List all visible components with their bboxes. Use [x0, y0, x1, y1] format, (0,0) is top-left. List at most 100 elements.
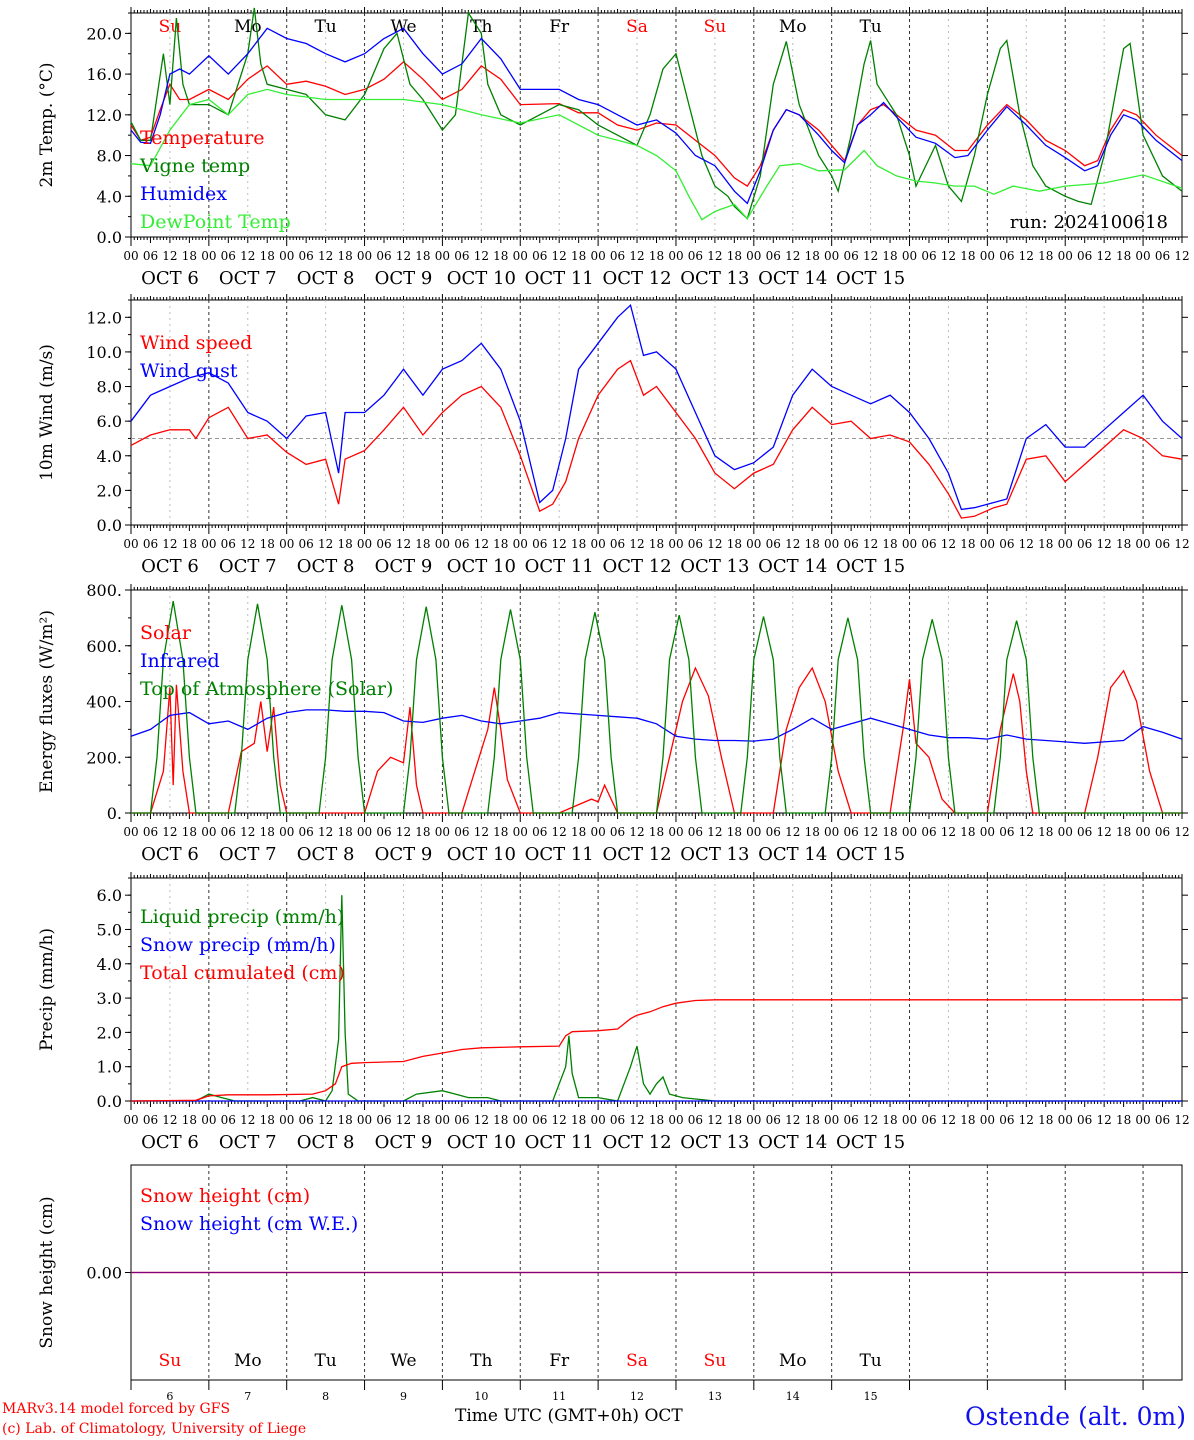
hour-tick-label: 12 — [1019, 537, 1034, 551]
hour-tick-label: 00 — [1135, 1113, 1150, 1127]
legend-entry: Solar — [140, 622, 192, 644]
date-label: OCT 11 — [525, 844, 594, 865]
hour-tick-label: 18 — [571, 537, 586, 551]
hour-tick-label: 18 — [727, 825, 742, 839]
hour-tick-label: 06 — [921, 537, 936, 551]
y-tick-label: 12.0 — [86, 106, 122, 125]
y-tick-label: 16.0 — [86, 65, 122, 84]
hour-tick-label: 06 — [143, 537, 158, 551]
hour-tick-label: 06 — [1155, 1113, 1170, 1127]
hour-tick-label: 06 — [1077, 249, 1092, 263]
weekday-label: Mo — [234, 17, 262, 37]
hour-tick-label: 00 — [435, 825, 450, 839]
day-number-label: 9 — [400, 1390, 407, 1403]
hour-tick-label: 12 — [707, 1113, 722, 1127]
hour-tick-label: 12 — [240, 1113, 255, 1127]
legend-entry: Liquid precip (mm/h) — [140, 906, 344, 928]
hour-tick-label: 00 — [824, 537, 839, 551]
weekday-label: Sa — [626, 1351, 648, 1371]
hour-tick-label: 18 — [1116, 249, 1131, 263]
hour-tick-label: 12 — [1019, 1113, 1034, 1127]
hour-tick-label: 06 — [376, 249, 391, 263]
hour-tick-label: 12 — [707, 537, 722, 551]
legend-entry: Vigne temp — [139, 155, 250, 177]
y-tick-label: 0.00 — [86, 1264, 122, 1283]
date-label: OCT 11 — [525, 556, 594, 577]
hour-tick-label: 12 — [1019, 249, 1034, 263]
day-number-label: 7 — [244, 1390, 251, 1403]
legend-entry: DewPoint Temp — [140, 211, 291, 233]
y-axis-label: 10m Wind (m/s) — [37, 344, 57, 481]
y-tick-label: 2.0 — [97, 1023, 122, 1042]
hour-tick-label: 18 — [1038, 249, 1053, 263]
hour-tick-label: 00 — [357, 825, 372, 839]
hour-tick-label: 12 — [1097, 1113, 1112, 1127]
hour-tick-label: 00 — [980, 249, 995, 263]
y-tick-label: 6.0 — [97, 412, 122, 431]
series-line-top-of-atmosphere-solar- — [131, 600, 1182, 814]
hour-tick-label: 18 — [727, 249, 742, 263]
hour-tick-label: 06 — [1077, 1113, 1092, 1127]
hour-tick-label: 18 — [1116, 1113, 1131, 1127]
date-label: OCT 14 — [758, 268, 827, 289]
y-tick-label: 0. — [107, 804, 122, 823]
hour-tick-label: 18 — [415, 249, 430, 263]
hour-tick-label: 06 — [1077, 537, 1092, 551]
date-label: OCT 10 — [447, 556, 516, 577]
hour-tick-label: 00 — [123, 537, 138, 551]
hour-tick-label: 12 — [396, 537, 411, 551]
hour-tick-label: 00 — [201, 249, 216, 263]
hour-tick-label: 06 — [376, 537, 391, 551]
hour-tick-label: 18 — [882, 825, 897, 839]
date-label: OCT 15 — [836, 268, 905, 289]
date-label: OCT 10 — [447, 268, 516, 289]
date-label: OCT 11 — [525, 268, 594, 289]
hour-tick-label: 18 — [1038, 825, 1053, 839]
hour-tick-label: 12 — [1174, 537, 1189, 551]
hour-tick-label: 18 — [260, 825, 275, 839]
hour-tick-label: 06 — [688, 1113, 703, 1127]
hour-tick-label: 18 — [882, 1113, 897, 1127]
legend-entry: Snow height (cm) — [140, 1185, 310, 1207]
y-tick-label: 4.0 — [97, 955, 122, 974]
weekday-label: Th — [470, 17, 492, 37]
hour-tick-label: 18 — [882, 537, 897, 551]
hour-tick-label: 06 — [299, 1113, 314, 1127]
hour-tick-label: 00 — [590, 249, 605, 263]
hour-tick-label: 00 — [1058, 825, 1073, 839]
hour-tick-label: 18 — [337, 537, 352, 551]
date-label: OCT 14 — [758, 844, 827, 865]
hour-tick-label: 06 — [454, 537, 469, 551]
day-number-label: 14 — [786, 1390, 800, 1403]
y-tick-label: 6.0 — [97, 886, 122, 905]
y-tick-label: 0.0 — [97, 516, 122, 535]
hour-tick-label: 00 — [746, 1113, 761, 1127]
hour-tick-label: 00 — [435, 537, 450, 551]
hour-tick-label: 00 — [357, 1113, 372, 1127]
day-number-label: 6 — [166, 1390, 173, 1403]
hour-tick-label: 12 — [707, 825, 722, 839]
hour-tick-label: 12 — [863, 1113, 878, 1127]
hour-tick-label: 06 — [376, 1113, 391, 1127]
y-tick-label: 1.0 — [97, 1058, 122, 1077]
model-credit: MARv3.14 model forced by GFS — [2, 1401, 231, 1417]
series-line-wind-speed — [130, 359, 1183, 519]
legend-entry: Wind gust — [140, 360, 238, 382]
date-label: OCT 10 — [447, 844, 516, 865]
hour-tick-label: 00 — [513, 249, 528, 263]
hour-tick-label: 12 — [863, 249, 878, 263]
day-number-label: 10 — [474, 1390, 488, 1403]
hour-tick-label: 06 — [143, 825, 158, 839]
hour-tick-label: 18 — [571, 249, 586, 263]
time-axis-text: Time UTC (GMT+0h) — [455, 1406, 640, 1426]
weekday-label: We — [390, 1351, 416, 1371]
hour-tick-label: 12 — [474, 249, 489, 263]
date-label: OCT 9 — [375, 556, 433, 577]
hour-tick-label: 18 — [805, 1113, 820, 1127]
series-line-infrared — [130, 709, 1183, 744]
hour-tick-label: 12 — [707, 249, 722, 263]
hour-tick-label: 00 — [824, 249, 839, 263]
hour-tick-label: 00 — [668, 1113, 683, 1127]
date-label: OCT 14 — [758, 1132, 827, 1153]
hour-tick-label: 12 — [240, 249, 255, 263]
